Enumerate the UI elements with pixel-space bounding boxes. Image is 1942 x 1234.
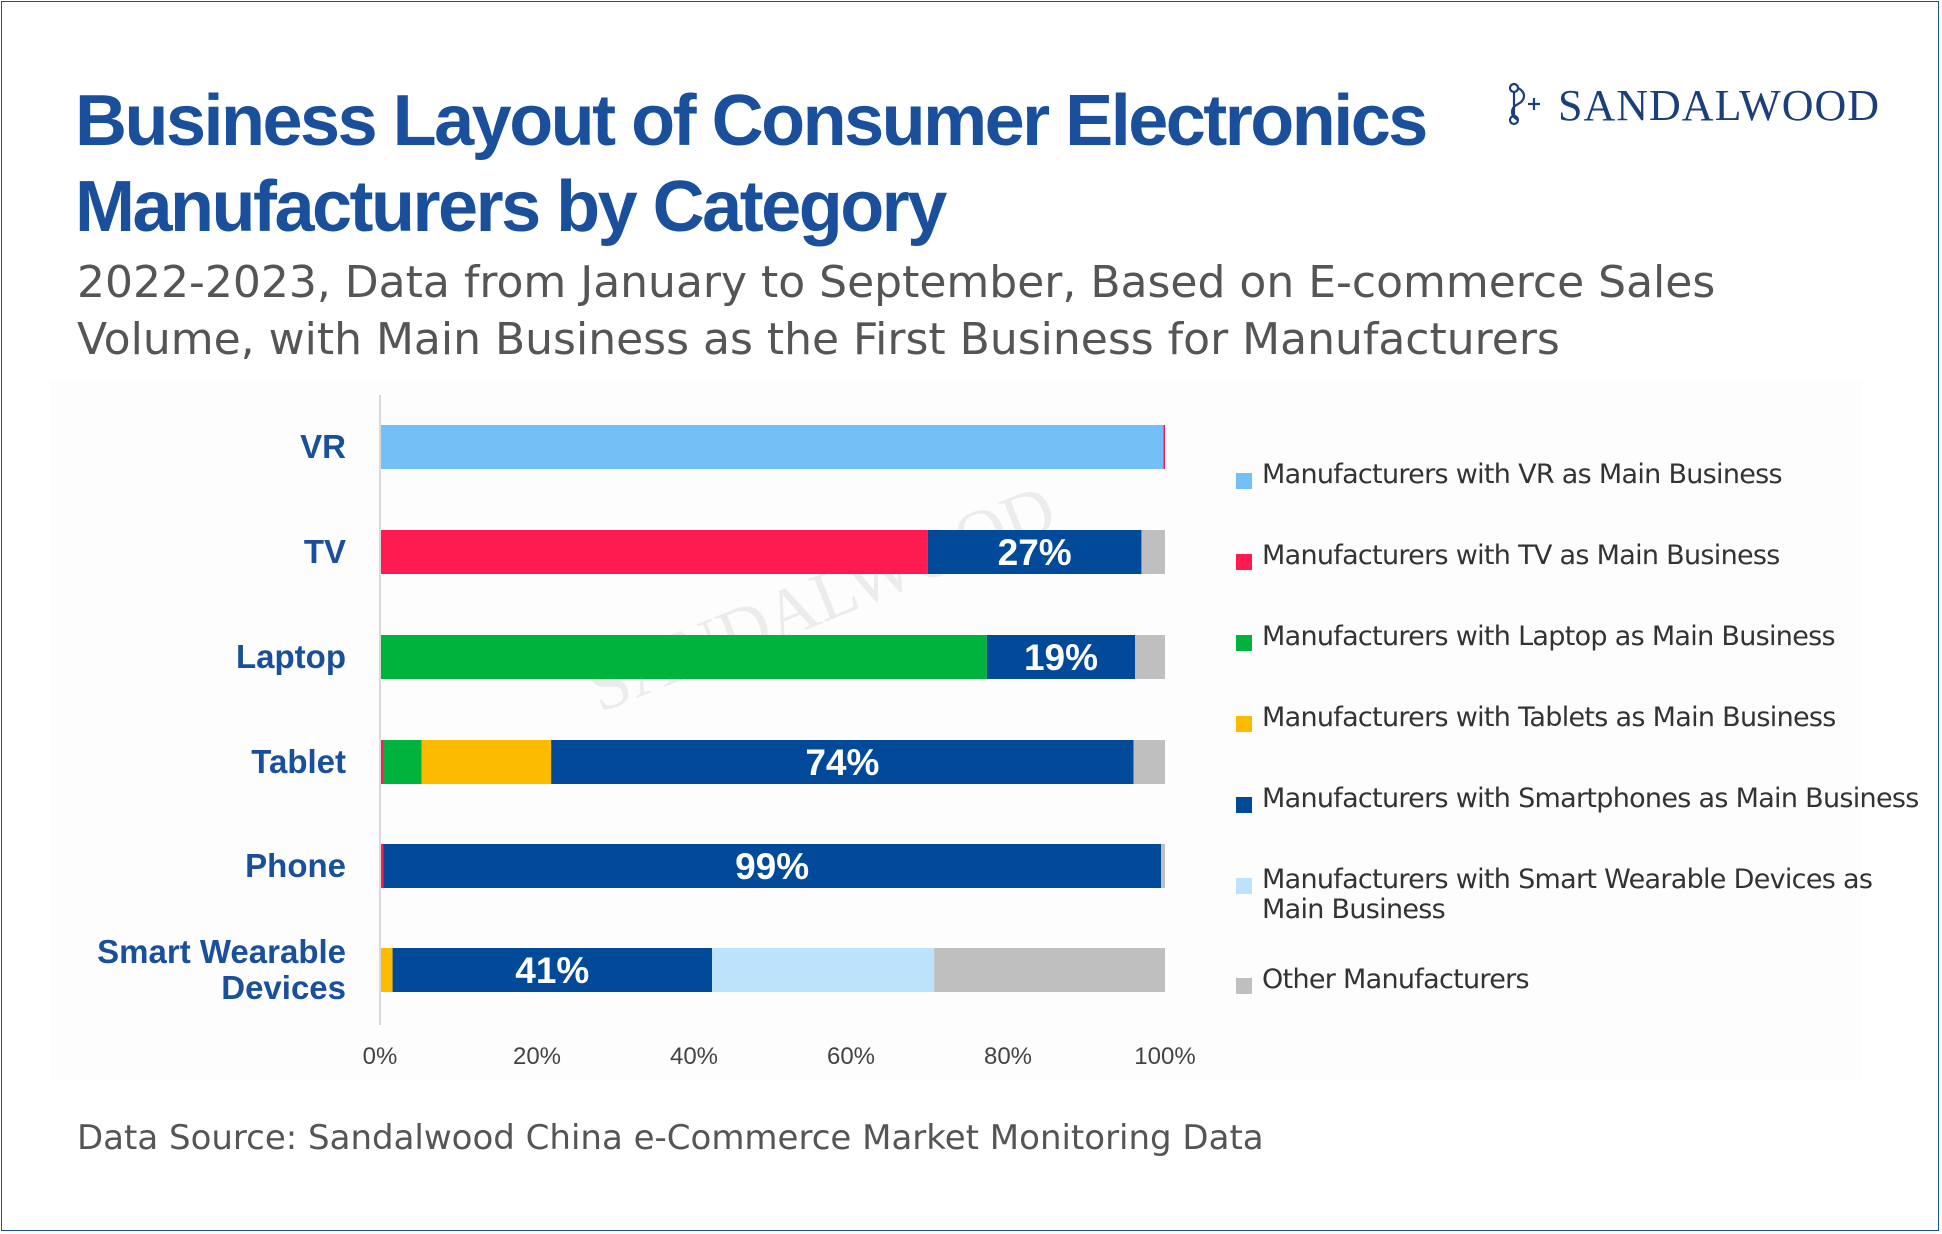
x-tick-label: 100%: [1134, 1043, 1195, 1070]
bar-segment-vr-manufacturers-with-vr-as-main-business: [380, 425, 1164, 469]
bar-segment-laptop-manufacturers-with-smartphones-as-main-business: [986, 635, 1136, 679]
legend-label: Manufacturers with VR as Main Business: [1262, 459, 1783, 490]
legend-swatch: [1236, 473, 1252, 489]
legend-label: Manufacturers with TV as Main Business: [1262, 540, 1780, 571]
legend-label: Manufacturers with Laptop as Main Busine…: [1262, 621, 1836, 652]
bar-segment-tv-other-manufacturers: [1141, 530, 1165, 574]
x-tick-label: 20%: [513, 1043, 561, 1070]
bar-chart: SANDALWOOD VR TV Laptop Tablet Phone Smart We…: [97, 395, 1196, 1070]
legend-swatch: [1236, 635, 1252, 651]
sandalwood-logo-icon: [1508, 82, 1540, 126]
chart-subtitle: 2022-2023, Data from January to Septembe…: [77, 257, 1716, 365]
x-tick-label: 0%: [363, 1043, 398, 1070]
category-label-smart-wearable-devices: Smart Wearable Devices: [97, 933, 346, 1006]
legend-swatch: [1236, 797, 1252, 813]
bar-segment-tablet-manufacturers-with-smartphones-as-main-business: [551, 740, 1134, 784]
bar-segment-smart-wearable-devices-manufacturers-with-smartphones-as-main-business: [392, 948, 713, 992]
bar-segment-tablet-manufacturers-with-tv-as-main-business: [380, 740, 384, 784]
bar-segment-laptop-manufacturers-with-laptop-as-main-business: [380, 635, 987, 679]
bar-segment-phone-other-manufacturers: [1161, 844, 1165, 888]
bar-segment-phone-manufacturers-with-tv-as-main-business: [380, 844, 384, 888]
logo-text: SANDALWOOD: [1558, 81, 1881, 130]
category-label-tv: TV: [304, 533, 346, 570]
bar-segment-vr-manufacturers-with-tv-as-main-business: [1163, 425, 1165, 469]
legend-swatch: [1236, 878, 1252, 894]
x-tick-label: 80%: [984, 1043, 1032, 1070]
legend-label: Manufacturers with Smartphones as Main B…: [1262, 783, 1919, 814]
bar-segment-tv-manufacturers-with-smartphones-as-main-business: [927, 530, 1142, 574]
data-label-tv: 27%: [998, 532, 1072, 573]
bar-segment-tablet-manufacturers-with-tablets-as-main-business: [421, 740, 552, 784]
bar-segment-laptop-other-manufacturers: [1135, 635, 1165, 679]
legend-swatch: [1236, 554, 1252, 570]
data-label-laptop: 19%: [1024, 637, 1098, 678]
brand-logo: SANDALWOOD: [1500, 76, 1880, 132]
legend-swatch: [1236, 716, 1252, 732]
x-tick-label: 60%: [827, 1043, 875, 1070]
bar-segment-tablet-manufacturers-with-laptop-as-main-business: [383, 740, 422, 784]
category-label-vr: VR: [300, 428, 346, 465]
category-label-phone: Phone: [245, 847, 346, 884]
bar-segment-smart-wearable-devices-manufacturers-with-smart-wearable-devices-as-main-business: [712, 948, 935, 992]
watermark-text: SANDALWOOD: [577, 470, 1066, 727]
data-label-phone: 99%: [735, 846, 809, 887]
data-label-tablet: 74%: [805, 742, 879, 783]
bar-segment-tv-manufacturers-with-tv-as-main-business: [380, 530, 928, 574]
legend-swatch: [1236, 978, 1252, 994]
legend-label: Manufacturers with Smart Wearable Device…: [1262, 864, 1873, 925]
legend-label: Manufacturers with Tablets as Main Busin…: [1262, 702, 1836, 733]
data-label-smart-wearable-devices: 41%: [515, 950, 589, 991]
bar-segment-tablet-other-manufacturers: [1133, 740, 1165, 784]
category-label-tablet: Tablet: [251, 743, 346, 780]
bar-segment-smart-wearable-devices-other-manufacturers: [934, 948, 1165, 992]
category-label-laptop: Laptop: [236, 638, 346, 675]
bar-segment-smart-wearable-devices-manufacturers-with-tablets-as-main-business: [380, 948, 393, 992]
chart-title: Business Layout of Consumer Electronics …: [75, 81, 1428, 247]
data-source: Data Source: Sandalwood China e-Commerce…: [77, 1118, 1264, 1158]
bar-segment-phone-manufacturers-with-smartphones-as-main-business: [383, 844, 1162, 888]
legend-label: Other Manufacturers: [1262, 964, 1530, 995]
x-tick-label: 40%: [670, 1043, 718, 1070]
